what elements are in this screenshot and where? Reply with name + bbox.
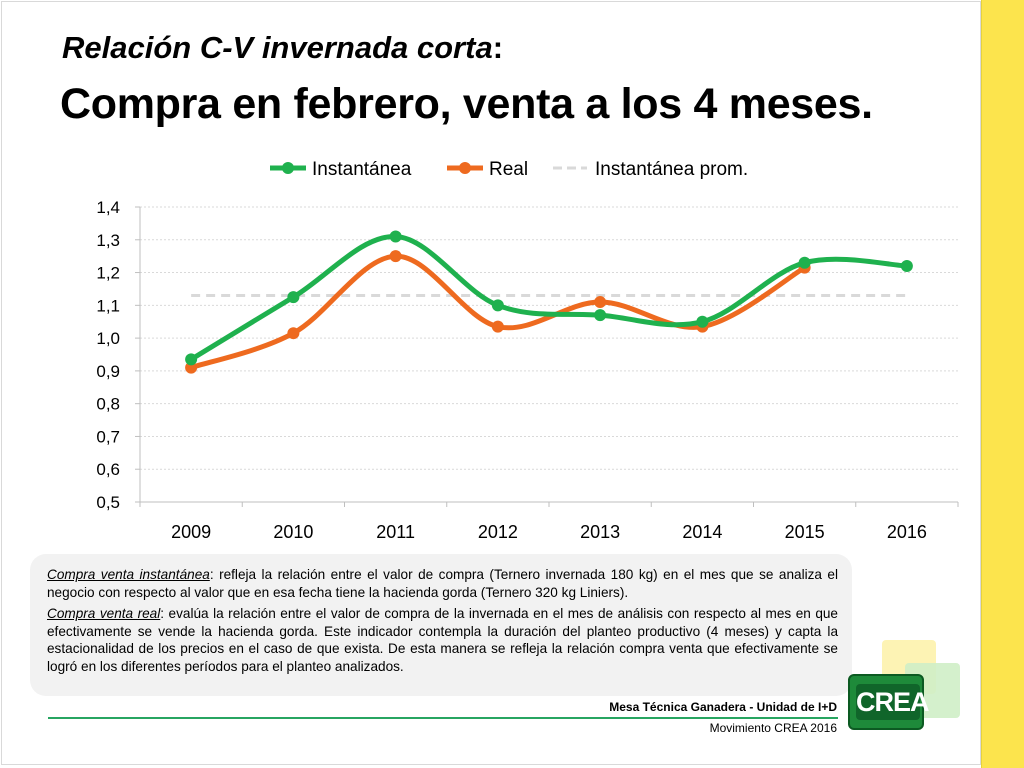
y-tick-label: 1,3 [96,231,120,250]
legend-real-marker [459,162,471,174]
legend-real-label: Real [489,159,528,180]
x-tick-label: 2009 [171,522,211,542]
y-tick-label: 1,4 [96,198,120,217]
data-point-real [594,296,607,309]
crea-logo: CREA [848,674,930,730]
legend-instantanea-marker [282,162,294,174]
x-tick-label: 2015 [785,522,825,542]
note-real: Compra venta real: evalúa la relación en… [47,605,838,675]
yellow-side-bar [981,0,1024,768]
x-tick-label: 2014 [682,522,722,542]
notes-text: Compra venta instantánea: refleja la rel… [47,566,838,680]
data-point-instantanea [185,353,198,366]
footer-credit: Movimiento CREA 2016 [709,721,837,735]
note-real-text: : evalúa la relación entre el valor de c… [47,606,838,674]
note-instantanea: Compra venta instantánea: refleja la rel… [47,566,838,601]
x-tick-label: 2016 [887,522,927,542]
x-tick-label: 2011 [376,522,415,542]
series-line-instantanea [188,233,910,362]
legend-instantanea-label: Instantánea [312,159,412,180]
x-tick-label: 2012 [478,522,518,542]
y-tick-label: 0,8 [96,395,120,414]
y-tick-label: 1,1 [96,296,120,315]
data-point-instantanea [287,291,300,304]
data-point-instantanea [594,309,607,322]
data-point-instantanea [389,230,402,243]
x-tick-label: 2013 [580,522,620,542]
y-tick-label: 0,6 [96,460,120,479]
legend-instantanea-prom-label: Instantánea prom. [595,159,748,180]
footer-organization: Mesa Técnica Ganadera - Unidad de I+D [609,700,837,714]
data-point-instantanea [491,299,504,312]
data-point-instantanea [798,256,811,269]
crea-logo-text: CREA [856,684,930,720]
note-instantanea-term: Compra venta instantánea [47,567,210,582]
data-point-instantanea [900,260,913,272]
notes-box [30,554,852,696]
data-point-instantanea [696,315,709,328]
y-tick-label: 1,0 [96,329,120,348]
data-point-real [389,250,402,263]
slide-frame [1,1,981,765]
y-tick-label: 0,9 [96,362,120,381]
data-point-real [491,320,504,333]
slide-title: Compra en febrero, venta a los 4 meses. [60,80,873,128]
subtitle-text: Relación C-V invernada corta [62,30,493,65]
y-tick-label: 0,7 [96,427,120,446]
footer-divider [48,717,838,719]
note-real-term: Compra venta real [47,606,161,622]
slide-subtitle: Relación C-V invernada corta: [62,30,503,66]
y-tick-label: 1,2 [96,264,120,283]
line-chart: 0,5 0,6 0,7 0,8 0,9 1,0 1,1 1,2 1,3 1,4 2009 2010 20… [96,159,959,542]
subtitle-colon: : [492,30,504,65]
y-tick-label: 0,5 [96,493,120,512]
note-instantanea-text: : refleja la relación entre el valor de … [47,567,839,600]
x-tick-label: 2010 [273,522,313,542]
data-point-real [287,327,300,340]
